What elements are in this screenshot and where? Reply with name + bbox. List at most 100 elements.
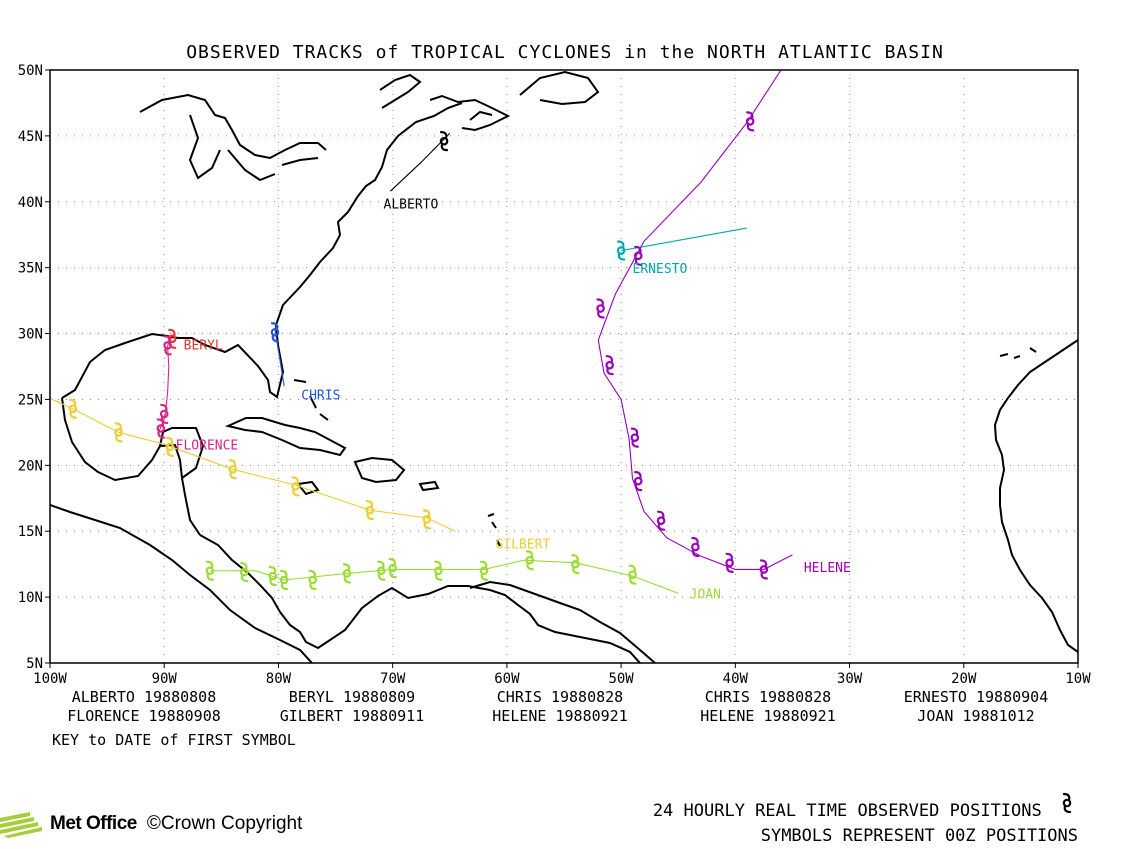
- storm-symbol-helene: [656, 510, 666, 531]
- north-america-coastline: [50, 504, 313, 663]
- south-america-coastline: [469, 580, 656, 663]
- key-row: ALBERTO 19880808 BERYL 19880809 CHRIS 19…: [40, 688, 1080, 707]
- storm-label-helene: HELENE: [804, 561, 851, 576]
- storm-symbol-helene: [691, 536, 700, 558]
- storm-symbol-florence: [159, 403, 169, 425]
- africa-coastline: [993, 339, 1078, 653]
- storm-key: ALBERTO 19880808 BERYL 19880809 CHRIS 19…: [40, 688, 1080, 726]
- storm-symbol-ernesto: [616, 240, 626, 261]
- storm-symbol-gilbert: [165, 436, 175, 457]
- storm-symbol-helene: [633, 471, 643, 492]
- cuba-outline: [224, 417, 347, 457]
- storm-symbol-joan: [571, 554, 580, 575]
- storm-symbol-joan: [279, 569, 289, 591]
- key-entry: HELENE 19880921: [700, 707, 836, 725]
- legend-line-positions: 24 HOURLY REAL TIME OBSERVED POSITIONS: [653, 790, 1078, 824]
- storm-symbol-joan: [342, 563, 352, 584]
- track-helene: [597, 70, 793, 570]
- storm-symbol-helene: [596, 298, 605, 319]
- storm-symbol-joan: [239, 561, 249, 583]
- y-tick-label: 45N: [18, 129, 43, 145]
- jamaica-outline: [296, 480, 320, 496]
- graticule: [50, 70, 1078, 663]
- x-tick-label: 90W: [152, 671, 178, 687]
- canada-coastline: [379, 70, 600, 132]
- track-florence: [157, 336, 171, 433]
- hispaniola-outline: [353, 456, 406, 484]
- tracks-layer: [50, 70, 793, 594]
- storm-label-joan: JOAN: [690, 587, 721, 602]
- key-note: KEY to DATE of FIRST SYMBOL: [52, 731, 296, 749]
- key-entry: JOAN 19881012: [917, 707, 1035, 725]
- y-tick-label: 35N: [18, 261, 43, 277]
- storm-symbol-joan: [434, 560, 443, 581]
- storm-label-chris: CHRIS: [301, 388, 340, 403]
- gulf-coast-coastline: [61, 102, 463, 399]
- met-office-branding: Met Office ©Crown Copyright: [0, 810, 302, 838]
- y-tick-label: 20N: [18, 458, 43, 474]
- track-ernesto: [621, 227, 747, 252]
- key-entry: ERNESTO 19880904: [903, 688, 1049, 706]
- storm-label-florence: FLORENCE: [176, 439, 239, 454]
- y-tick-label: 30N: [18, 327, 43, 343]
- storm-symbol-joan: [525, 550, 535, 571]
- storm-symbol-gilbert: [422, 509, 432, 530]
- puerto-rico-outline: [418, 480, 440, 492]
- storm-symbol-helene: [633, 245, 643, 266]
- legend-footer: 24 HOURLY REAL TIME OBSERVED POSITIONS S…: [653, 790, 1078, 849]
- x-tick-label: 10W: [1065, 671, 1091, 687]
- storm-symbol-joan: [479, 560, 489, 581]
- bahamas-outline: [293, 379, 329, 421]
- storm-symbol-gilbert: [68, 398, 78, 419]
- storm-symbol-helene: [725, 552, 734, 573]
- key-entry: HELENE 19880921: [492, 707, 628, 725]
- footer-hurricane-glyph: [1062, 792, 1072, 814]
- y-tick-label: 10N: [18, 590, 43, 606]
- canary-islands-outline: [999, 347, 1037, 359]
- hurricane-symbol-icon: [1052, 790, 1078, 824]
- copyright-text: ©Crown Copyright: [146, 813, 303, 834]
- x-tick-label: 50W: [608, 671, 634, 687]
- key-entry: CHRIS 19880828: [704, 688, 832, 706]
- storm-symbol-helene: [759, 559, 769, 580]
- x-tick-label: 70W: [380, 671, 406, 687]
- y-tick-label: 40N: [18, 195, 43, 211]
- y-tick-label: 50N: [18, 63, 43, 79]
- legend-symbols-text: SYMBOLS REPRESENT 00Z POSITIONS: [760, 826, 1078, 846]
- x-tick-label: 40W: [723, 671, 749, 687]
- storm-label-beryl: BERYL: [184, 338, 223, 353]
- storm-symbol-gilbert: [365, 500, 375, 521]
- central-america-coastline: [199, 534, 641, 663]
- storm-symbol-joan: [205, 560, 215, 581]
- track-chris: [274, 329, 285, 387]
- storm-symbol-helene: [745, 111, 755, 132]
- storm-symbol-joan: [308, 569, 318, 591]
- storm-symbol-joan: [376, 560, 386, 581]
- x-tick-label: 20W: [951, 671, 977, 687]
- plot-frame: [49, 69, 1079, 664]
- storm-symbol-alberto: [439, 131, 449, 152]
- storm-label-ernesto: ERNESTO: [633, 262, 688, 277]
- storm-labels: ALBERTO BERYL CHRIS ERNESTO FLORENCE GILBERT H…: [176, 197, 851, 602]
- y-tick-label: 25N: [18, 392, 43, 408]
- met-office-logo-icon: [0, 812, 42, 838]
- storm-symbol-chris: [270, 322, 280, 343]
- storm-symbol-joan: [628, 564, 637, 585]
- storm-symbol-gilbert: [228, 459, 238, 480]
- storm-symbol-joan: [388, 558, 397, 579]
- key-entry: BERYL 19880809: [288, 688, 416, 706]
- map-title: OBSERVED TRACKS of TROPICAL CYCLONES in …: [186, 42, 944, 63]
- key-entry: FLORENCE 19880908: [67, 707, 221, 725]
- met-office-wordmark: Met Office: [50, 813, 137, 834]
- key-row: FLORENCE 19880908 GILBERT 19880911 HELEN…: [40, 707, 1080, 726]
- key-entry: GILBERT 19880911: [279, 707, 425, 725]
- storm-label-alberto: ALBERTO: [384, 197, 439, 212]
- storm-symbol-gilbert: [114, 422, 123, 443]
- lesser-antilles-outline: [487, 513, 501, 547]
- storm-symbol-florence: [163, 335, 172, 356]
- legend-positions-text: 24 HOURLY REAL TIME OBSERVED POSITIONS: [652, 801, 1042, 821]
- x-tick-label: 60W: [494, 671, 520, 687]
- key-entry: CHRIS 19880828: [496, 688, 624, 706]
- storm-symbol-gilbert: [291, 476, 300, 497]
